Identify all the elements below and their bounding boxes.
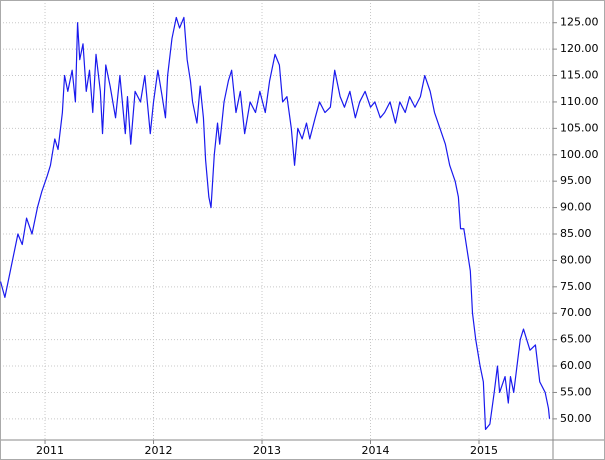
y-tick-label: 110.00 xyxy=(560,95,599,108)
y-tick-label: 50.00 xyxy=(560,412,592,425)
y-tick-label: 70.00 xyxy=(560,306,592,319)
y-tick-label: 100.00 xyxy=(560,148,599,161)
price-line xyxy=(0,16,551,431)
y-tick-label: 65.00 xyxy=(560,333,592,346)
x-tick-label: 2013 xyxy=(253,444,281,457)
y-tick-label: 55.00 xyxy=(560,385,592,398)
y-tick-label: 125.00 xyxy=(560,16,599,29)
y-tick-label: 95.00 xyxy=(560,174,592,187)
y-tick-label: 105.00 xyxy=(560,121,599,134)
y-tick-label: 120.00 xyxy=(560,42,599,55)
y-tick-label: 75.00 xyxy=(560,280,592,293)
x-tick-label: 2011 xyxy=(36,444,64,457)
x-tick-label: 2012 xyxy=(145,444,173,457)
y-tick-label: 60.00 xyxy=(560,359,592,372)
x-tick-label: 2014 xyxy=(362,444,390,457)
x-tick-label: 2015 xyxy=(470,444,498,457)
y-tick-label: 90.00 xyxy=(560,201,592,214)
y-tick-label: 115.00 xyxy=(560,69,599,82)
y-tick-label: 80.00 xyxy=(560,253,592,266)
y-tick-label: 85.00 xyxy=(560,227,592,240)
